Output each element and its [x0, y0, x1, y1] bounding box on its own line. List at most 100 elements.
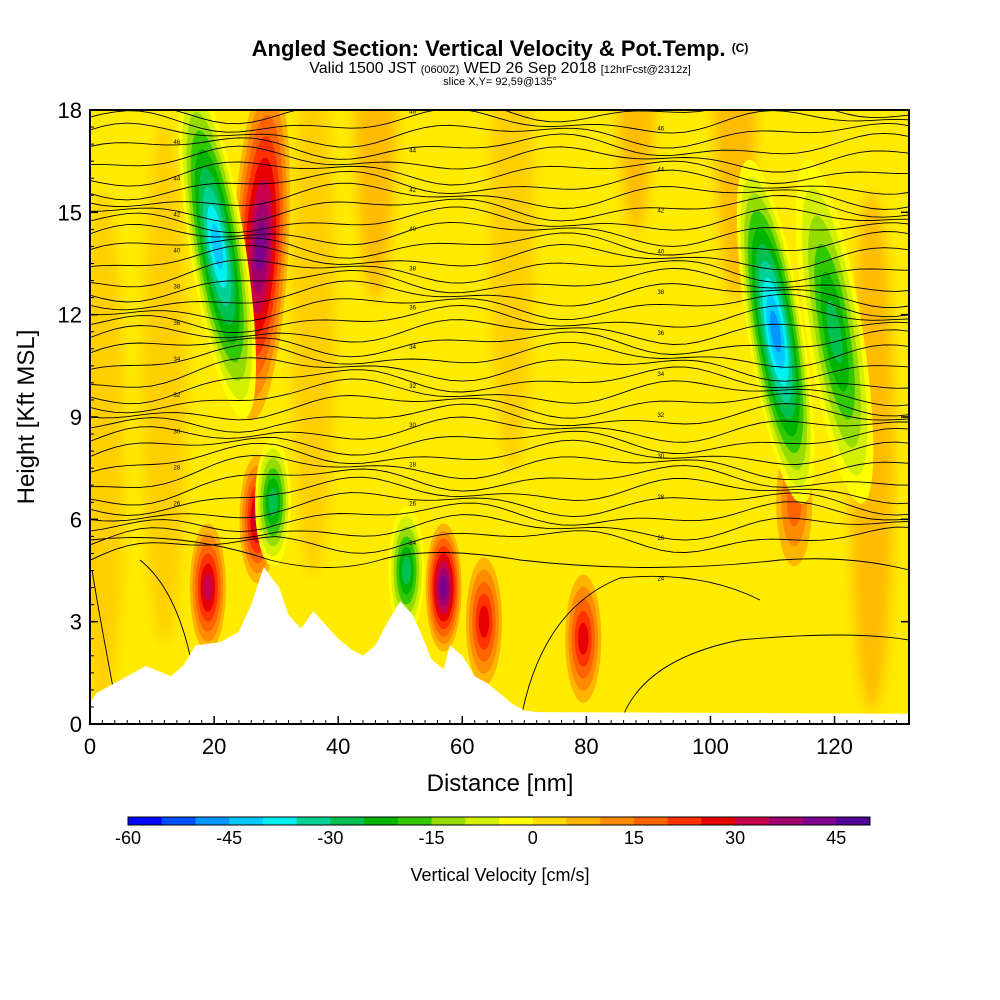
chart-title: Angled Section: Vertical Velocity & Pot.…: [0, 36, 1000, 62]
isentrope-line: [171, 110, 909, 125]
isentrope-label: 44: [657, 167, 664, 173]
downdraft-cell-ring: [211, 223, 224, 270]
isentrope-label: 40: [174, 249, 181, 255]
isentrope-line: [90, 182, 909, 210]
colorbar-swatch: [667, 817, 702, 825]
isentrope-label: 30: [657, 454, 664, 460]
isentrope-line: [90, 427, 909, 458]
isentrope-label: 28: [409, 462, 416, 468]
isentrope-label: 38: [174, 285, 181, 291]
colorbar-swatch: [768, 817, 804, 825]
updraft-cell-ring: [439, 576, 448, 600]
isentrope-label: 36: [657, 331, 664, 337]
plot-area: 46 44 42 40 38 36 34 32 30 28 26 46 44 42 40 38 36 34 32 30…: [90, 110, 909, 724]
x-tick-label: 60: [450, 734, 474, 759]
convective-cells: [178, 110, 874, 703]
downdraft-cell-ring: [826, 299, 843, 364]
isentrope-label: 24: [657, 577, 664, 583]
y-tick-label: 6: [70, 507, 82, 532]
isentrope-label: 32: [409, 384, 416, 390]
isentrope-line: [90, 132, 909, 160]
colorbar-swatch: [566, 817, 601, 825]
isentrope-line: [90, 160, 909, 187]
isentrope-line: [90, 206, 909, 233]
colorbar-tick-label: 0: [528, 828, 538, 848]
isentrope-label: 30: [174, 429, 181, 435]
colorbar-swatch: [465, 817, 500, 825]
isentrope-label: 28: [657, 495, 664, 501]
isentrope-line: [90, 221, 909, 247]
isentrope-label: 32: [657, 413, 664, 419]
isentrope-line: [90, 501, 909, 533]
updraft-cell-ring: [578, 622, 589, 655]
isentrope-line: [90, 267, 909, 303]
colorbar-swatch: [735, 817, 770, 825]
colorbar-tick-label: -45: [216, 828, 242, 848]
x-axis-label: Distance [nm]: [427, 770, 574, 797]
isentrope-line: [90, 259, 909, 288]
isentrope-label: 44: [409, 149, 416, 155]
valid-time-utc: (0600Z): [420, 64, 460, 76]
isentrope-line: [619, 634, 909, 724]
isentrope-label: 26: [657, 536, 664, 542]
colorbar-tick-label: 45: [826, 828, 846, 848]
valid-date: WED 26 Sep 2018: [463, 60, 597, 77]
field-streak: [291, 110, 336, 575]
field-streak: [90, 191, 125, 712]
isentrope-label: 38: [657, 290, 664, 296]
updraft-cell: [465, 557, 502, 686]
colorbar-swatch: [600, 817, 635, 825]
colorbar-swatch: [330, 817, 365, 825]
chart-title-text: Angled Section: Vertical Velocity & Pot.…: [251, 36, 726, 61]
y-tick-label: 15: [58, 200, 82, 225]
isentrope-line: [90, 293, 909, 322]
downdraft-cell-ring: [769, 310, 782, 353]
updraft-cell-ring: [203, 573, 213, 602]
field-streak: [354, 110, 397, 302]
updraft-cell-ring: [478, 605, 490, 638]
isentrope-labels: 46 44 42 40 38 36 34 32 30 28 26 46 44 42 40 38 36 34 32 30…: [174, 110, 665, 583]
isentrope-line: [519, 575, 761, 724]
colorbar-tick-label: 30: [725, 828, 745, 848]
y-tick-label: 0: [70, 712, 82, 737]
slice-info: slice X,Y= 92,59@135°: [0, 76, 1000, 88]
downdraft-cell-ring: [401, 556, 412, 585]
isentrope-line: [90, 403, 909, 433]
velocity-field: [90, 110, 894, 712]
isentrope-line: [90, 416, 909, 443]
isentrope-line: [90, 378, 909, 414]
isentrope-line: [90, 341, 909, 370]
x-tick-label: 80: [574, 734, 598, 759]
x-tick-label: 120: [816, 734, 853, 759]
updraft-cell: [189, 523, 226, 652]
colorbar-swatch: [633, 817, 669, 825]
y-tick-label: 12: [58, 303, 82, 328]
isentrope-line: [90, 514, 909, 546]
colorbar-swatch: [229, 817, 264, 825]
colorbar-swatch: [128, 817, 163, 825]
colorbar-swatch: [161, 817, 196, 825]
colorbar-tick-label: -15: [419, 828, 445, 848]
colorbar-swatch: [262, 817, 298, 825]
field-streak: [489, 110, 534, 473]
isentrope-line: [90, 169, 909, 201]
isentrope-label: 34: [174, 357, 181, 363]
isentrope-line: [90, 122, 909, 149]
colorbar-label: Vertical Velocity [cm/s]: [410, 865, 589, 885]
isentrope-line: [90, 357, 909, 388]
isentrope-line: [90, 393, 909, 421]
isentrope-label: 26: [174, 502, 181, 508]
x-tick-label: 100: [692, 734, 729, 759]
isentrope-label: 38: [409, 266, 416, 272]
x-axis: 0 20 40 60 80 100 120: [84, 716, 910, 759]
isentrope-line: [90, 526, 909, 561]
isentrope-label: 24: [409, 541, 416, 547]
colorbar-swatch: [195, 817, 230, 825]
y-tick-label: 9: [70, 405, 82, 430]
isentrope-line: [90, 492, 909, 522]
forecast-tag: [12hrFcst@2312z]: [600, 64, 691, 76]
field-streak: [617, 110, 655, 234]
colorbar-swatch: [802, 817, 837, 825]
colorbar-swatch: [532, 817, 567, 825]
